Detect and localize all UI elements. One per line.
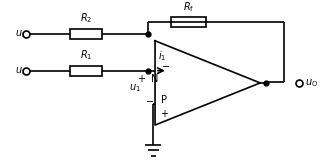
Text: $i_1$: $i_1$ (158, 50, 166, 64)
Text: $-$: $-$ (145, 95, 154, 105)
Text: +: + (160, 109, 168, 119)
Text: $u_1$: $u_1$ (129, 82, 140, 94)
Text: $-$: $-$ (161, 60, 171, 70)
Text: $u_{\rm S1}$: $u_{\rm S1}$ (16, 65, 32, 77)
Bar (70, 29, 103, 39)
Text: N: N (151, 74, 159, 84)
Text: $R_1$: $R_1$ (80, 48, 92, 62)
Bar (70, 66, 103, 76)
Text: $u_{\rm O}$: $u_{\rm O}$ (304, 77, 318, 89)
Text: $R_{\rm f}$: $R_{\rm f}$ (183, 1, 194, 14)
Text: +: + (136, 74, 144, 84)
Bar (171, 17, 206, 27)
Text: P: P (161, 95, 167, 105)
Text: $R_2$: $R_2$ (80, 12, 92, 25)
Text: $u_{\rm S2}$: $u_{\rm S2}$ (16, 29, 32, 40)
